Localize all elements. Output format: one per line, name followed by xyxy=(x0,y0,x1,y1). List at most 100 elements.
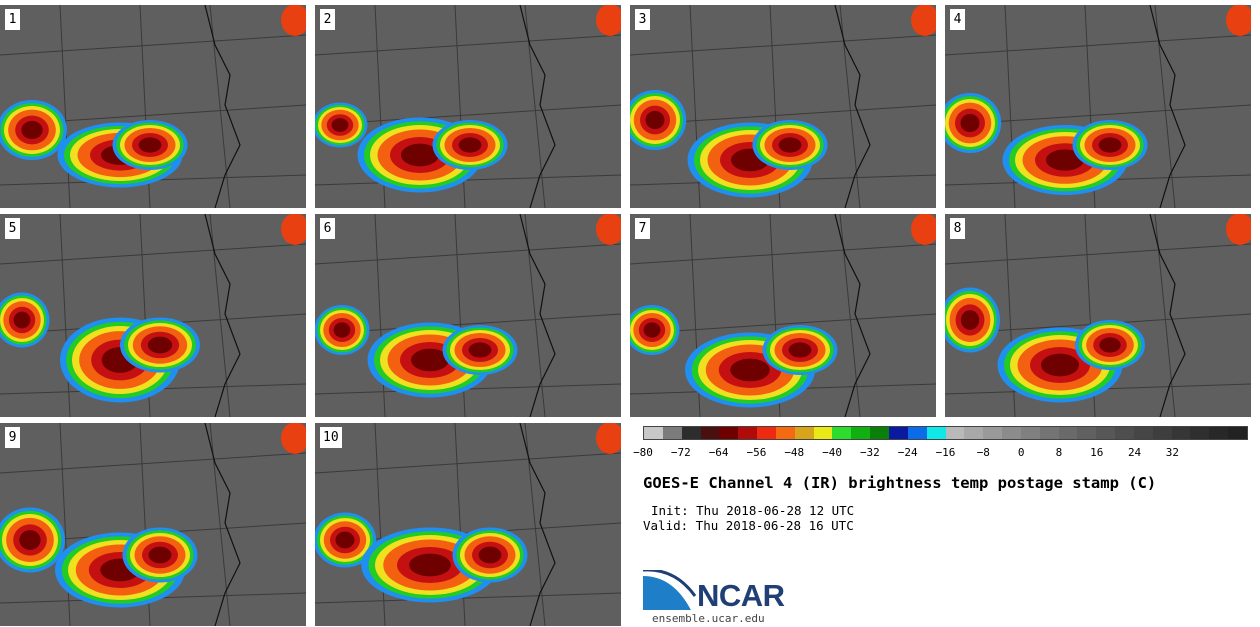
storm-cloud xyxy=(1226,214,1251,245)
colorbar-segment xyxy=(1190,427,1210,439)
colorbar-tick-labels: −80 −72 −64 −56 −48 −40 −32 −24 −16 −8 0 8 16 24 32 xyxy=(633,446,1248,460)
colorbar-tick: −64 xyxy=(708,446,729,459)
storm-cloud xyxy=(643,322,661,338)
coastline xyxy=(204,214,241,417)
colorbar-segment xyxy=(983,427,1003,439)
ensemble-member-panel: 2 xyxy=(315,5,621,208)
figure-title: GOES-E Channel 4 (IR) brightness temp po… xyxy=(643,474,1157,492)
satellite-map xyxy=(315,5,621,208)
colorbar-segment xyxy=(1058,427,1078,439)
panel-number: 9 xyxy=(5,427,20,448)
state-boundary xyxy=(315,174,621,186)
storm-cloud xyxy=(401,143,439,167)
colorbar-segment xyxy=(775,427,795,439)
colorbar-tick: 32 xyxy=(1165,446,1179,459)
colorbar-segment xyxy=(738,427,758,439)
storm-cloud xyxy=(468,342,492,358)
storm-cloud xyxy=(911,214,936,245)
colorbar-tick: −24 xyxy=(897,446,918,459)
ensemble-member-panel: 1 xyxy=(0,5,306,208)
state-boundary xyxy=(0,243,306,265)
colorbar-tick: 8 xyxy=(1055,446,1063,459)
ensemble-member-panel: 8 xyxy=(945,214,1251,417)
state-boundary xyxy=(59,423,71,626)
colorbar-segment xyxy=(870,427,889,439)
colorbar-segment xyxy=(907,427,927,439)
ensemble-member-panel: 3 xyxy=(630,5,936,208)
storm-cloud xyxy=(1041,353,1079,377)
ncar-logo-text: NCAR xyxy=(697,578,785,613)
colorbar-segment xyxy=(1152,427,1172,439)
storm-cloud xyxy=(13,311,31,329)
panel-number: 1 xyxy=(5,9,20,30)
colorbar-tick: −16 xyxy=(935,446,956,459)
state-boundary xyxy=(630,243,936,265)
storm-cloud xyxy=(596,214,621,245)
state-boundary xyxy=(315,452,621,474)
storm-cloud xyxy=(645,110,665,130)
state-boundary xyxy=(374,423,386,626)
colorbar-tick: −72 xyxy=(670,446,691,459)
storm-cloud xyxy=(458,137,482,153)
colorbar-segment xyxy=(719,427,739,439)
storm-cloud xyxy=(596,5,621,36)
storm-cloud xyxy=(21,120,43,140)
coastline xyxy=(204,5,241,208)
satellite-map xyxy=(315,423,621,626)
colorbar-segment xyxy=(851,427,871,439)
init-time: Init: Thu 2018-06-28 12 UTC xyxy=(651,503,855,518)
state-boundary xyxy=(315,592,621,604)
coastline xyxy=(1149,5,1186,208)
panel-number: 10 xyxy=(320,427,342,448)
colorbar-segment xyxy=(1039,427,1059,439)
storm-cloud xyxy=(281,214,306,245)
storm-cloud xyxy=(411,348,449,372)
panel-number: 7 xyxy=(635,218,650,239)
ensemble-member-panel: 6 xyxy=(315,214,621,417)
state-boundary xyxy=(315,34,621,56)
coastline xyxy=(204,423,241,626)
state-boundary xyxy=(945,34,1251,56)
colorbar-segment xyxy=(1228,427,1247,439)
storm-cloud xyxy=(148,546,172,564)
colorbar-tick: 0 xyxy=(1017,446,1025,459)
storm-cloud xyxy=(281,5,306,36)
satellite-map xyxy=(0,5,306,208)
colorbar-tick: −40 xyxy=(822,446,842,459)
colorbar-segment xyxy=(1077,427,1097,439)
colorbar-segment xyxy=(1115,427,1134,439)
coastline xyxy=(519,214,556,417)
colorbar-segment xyxy=(1002,427,1021,439)
storm-cloud xyxy=(147,336,173,354)
ensemble-member-panel: 9 xyxy=(0,423,306,626)
colorbar-segment xyxy=(644,427,663,439)
colorbar-segment xyxy=(662,427,682,439)
ensemble-member-panel: 5 xyxy=(0,214,306,417)
colorbar-segment xyxy=(888,427,908,439)
satellite-map xyxy=(945,5,1251,208)
state-boundary xyxy=(59,5,71,208)
colorbar-segment xyxy=(1096,427,1116,439)
storm-cloud xyxy=(788,342,812,358)
state-boundary xyxy=(0,34,306,56)
colorbar-segment xyxy=(926,427,946,439)
state-boundary xyxy=(59,214,71,417)
colorbar-segment xyxy=(945,427,965,439)
colorbar-tick: −48 xyxy=(784,446,805,459)
colorbar-segment xyxy=(813,427,833,439)
coastline xyxy=(834,5,871,208)
storm-cloud xyxy=(478,546,502,564)
colorbar-segment xyxy=(964,427,984,439)
state-boundary xyxy=(374,214,386,417)
state-boundary xyxy=(630,34,936,56)
colorbar-tick: 24 xyxy=(1127,446,1142,459)
valid-time: Valid: Thu 2018-06-28 16 UTC xyxy=(643,518,854,533)
satellite-map xyxy=(630,5,936,208)
coastline xyxy=(519,423,556,626)
storm-cloud xyxy=(331,118,349,132)
satellite-map xyxy=(945,214,1251,417)
state-boundary xyxy=(315,243,621,265)
state-boundary xyxy=(945,243,1251,265)
storm-cloud xyxy=(778,137,802,153)
logo-url: ensemble.ucar.edu xyxy=(652,612,765,625)
